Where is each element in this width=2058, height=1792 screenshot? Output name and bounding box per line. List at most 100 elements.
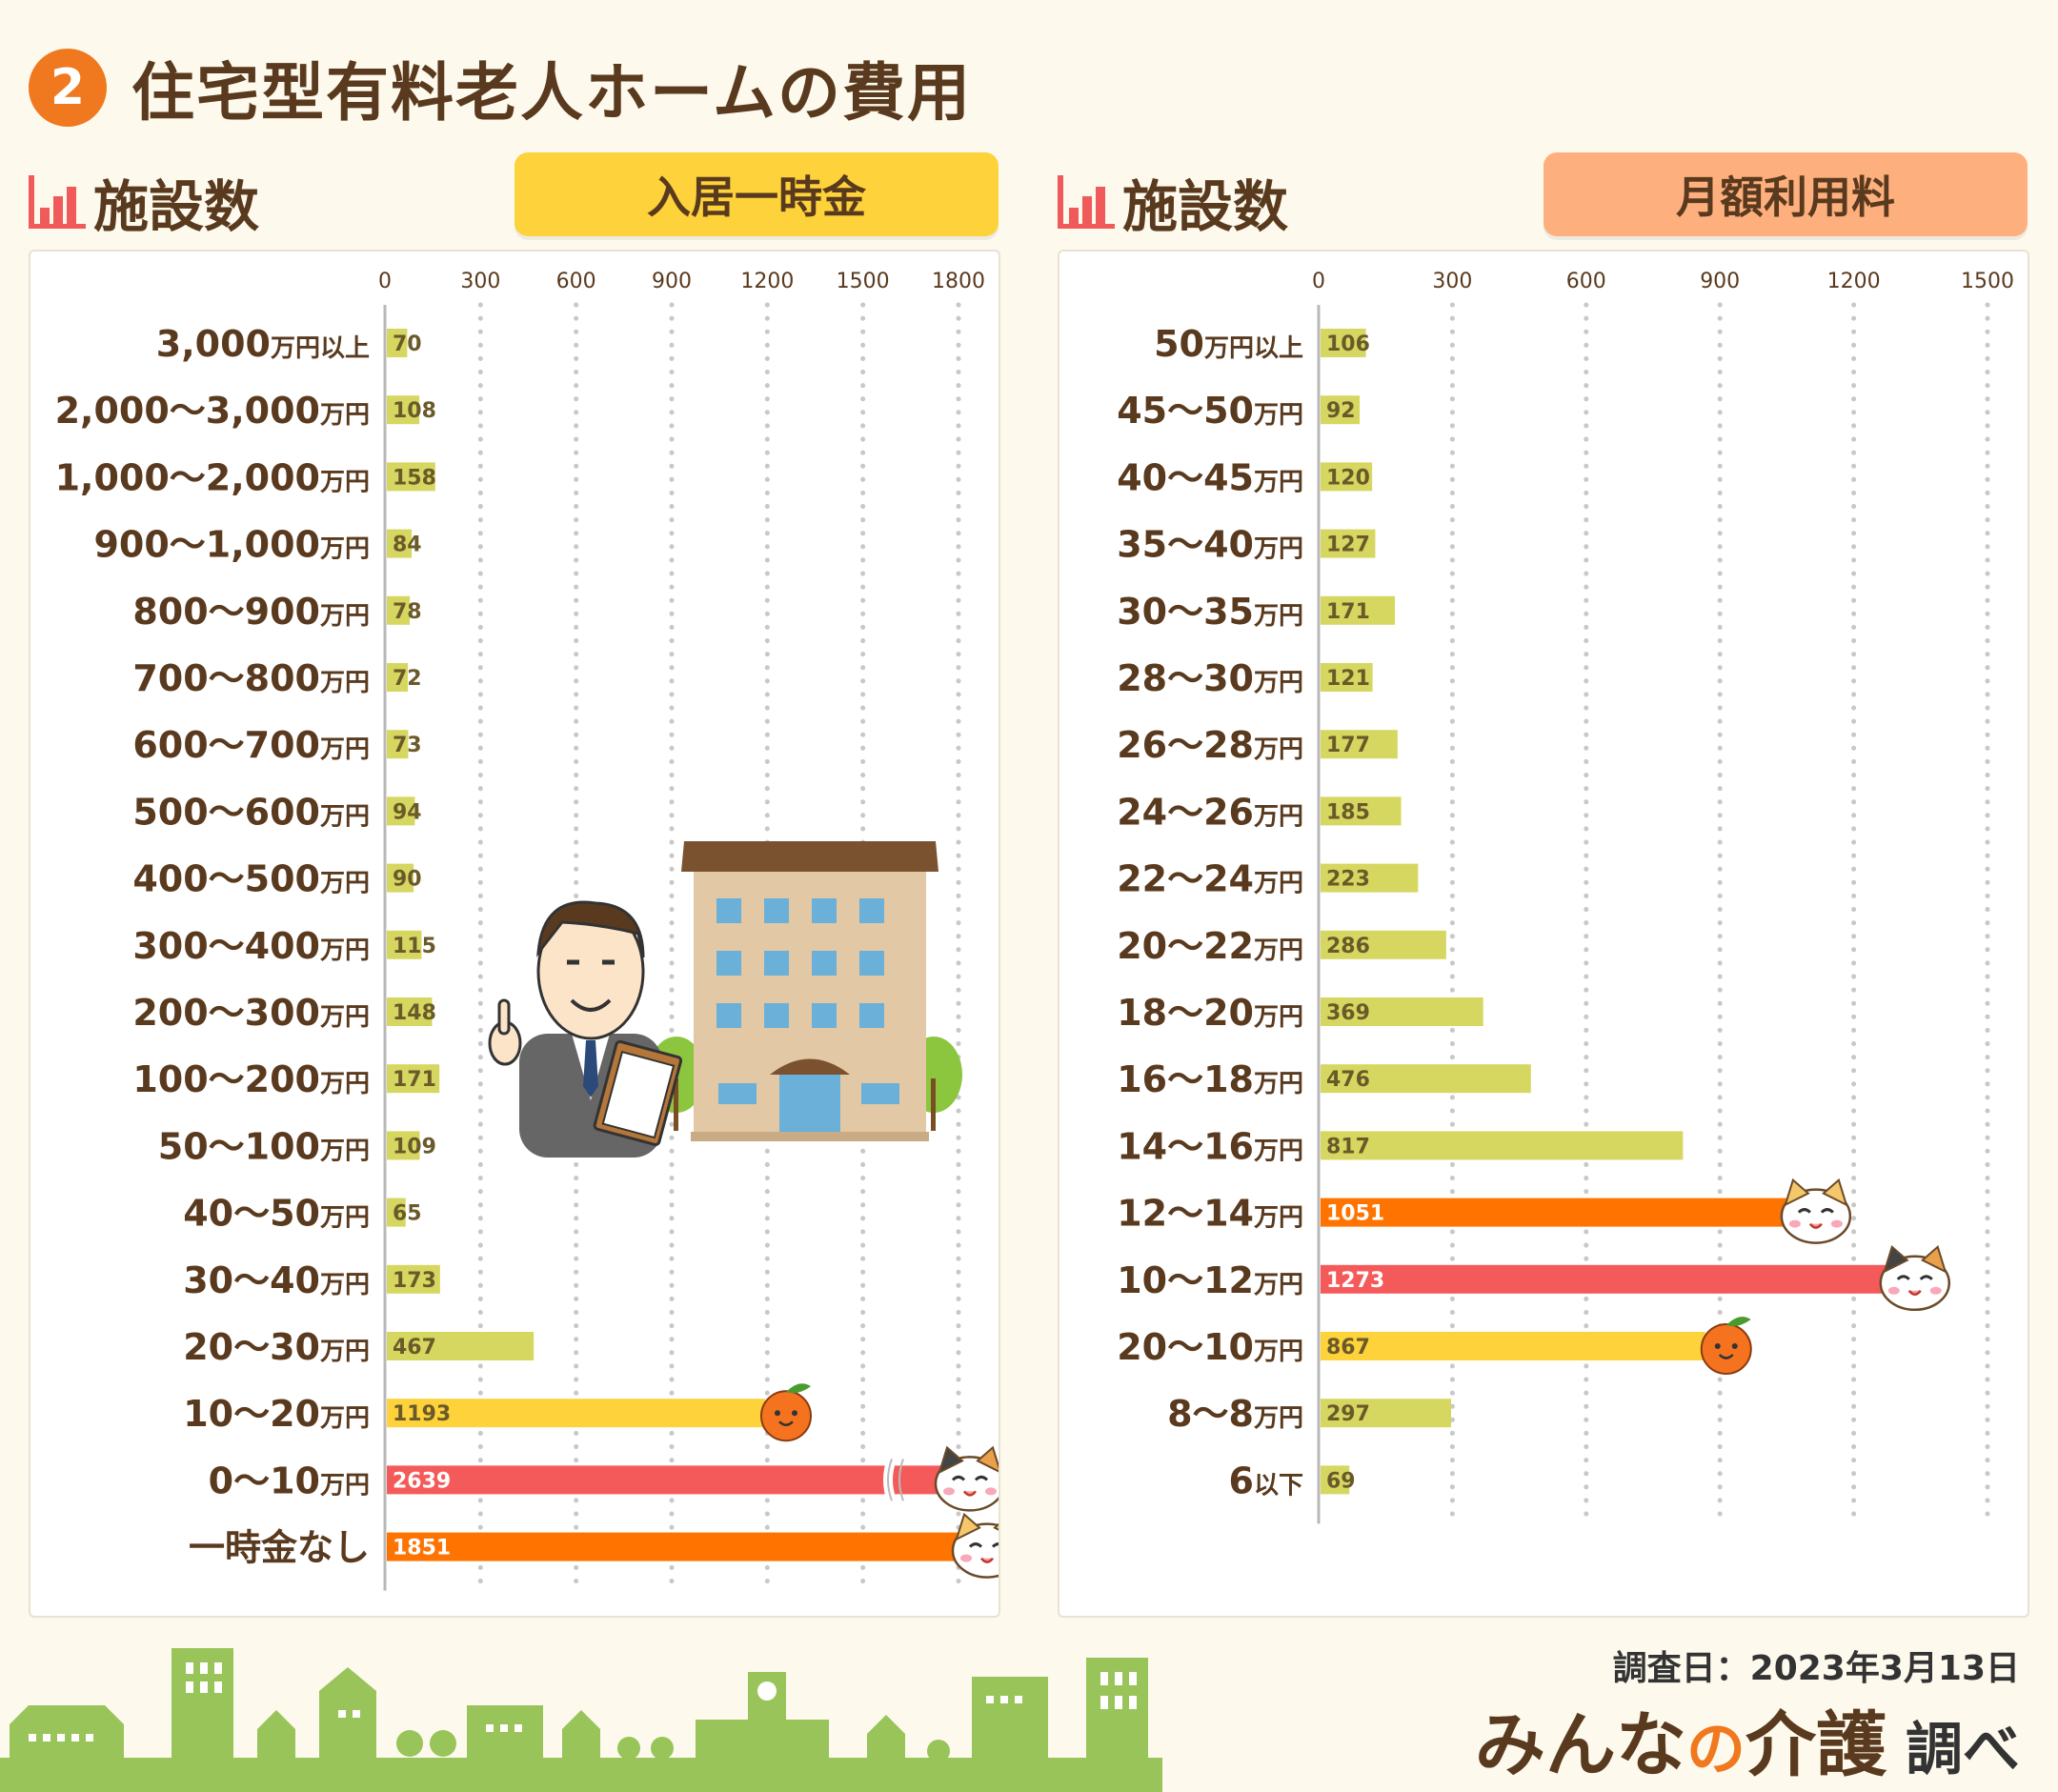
x-tick-label: 0: [1312, 270, 1325, 293]
category-label: 500～600万円: [132, 791, 370, 833]
data-label: 109: [393, 1135, 436, 1158]
data-label: 1193: [393, 1402, 451, 1426]
bar: [1321, 1264, 1886, 1294]
data-label: 185: [1326, 800, 1370, 824]
right-tab-label: 月額利用料: [1544, 152, 2028, 236]
left-tab-label: 入居一時金: [514, 152, 999, 236]
bar: [1321, 863, 1419, 893]
x-tick-label: 1500: [837, 270, 890, 293]
bar: [1321, 1064, 1531, 1094]
bar: [387, 1465, 941, 1495]
category-label: 45～50万円: [1117, 390, 1303, 432]
bar: [387, 595, 411, 625]
data-label: 90: [393, 868, 422, 892]
data-label: 2639: [393, 1469, 451, 1493]
data-label: 78: [393, 600, 422, 624]
category-label: 2,000～3,000万円: [55, 390, 370, 432]
bar: [1321, 796, 1402, 826]
bar: [387, 1399, 765, 1428]
category-label: 8～8万円: [1167, 1393, 1303, 1435]
bar: [387, 1131, 420, 1160]
bar: [387, 796, 415, 826]
data-label: 867: [1326, 1336, 1370, 1359]
category-label: 3,000万円以上: [156, 323, 370, 365]
data-label: 115: [393, 935, 436, 958]
category-label: 24～26万円: [1117, 791, 1303, 833]
category-label: 1,000～2,000万円: [55, 456, 370, 498]
category-label: 40～45万円: [1117, 456, 1303, 498]
bar: [1321, 1332, 1705, 1360]
x-tick-label: 900: [652, 270, 692, 293]
data-label: 158: [393, 466, 436, 490]
bar: [387, 930, 422, 959]
data-label: 148: [393, 1001, 436, 1025]
category-label: 14～16万円: [1117, 1125, 1303, 1167]
data-label: 69: [1326, 1469, 1356, 1493]
category-label: 600～700万円: [132, 724, 370, 766]
data-label: 70: [393, 332, 422, 356]
category-label: 20～10万円: [1117, 1326, 1303, 1368]
data-label: 817: [1326, 1135, 1370, 1158]
category-label: 12～14万円: [1117, 1193, 1303, 1235]
data-label: 106: [1326, 332, 1370, 356]
bar: [1321, 930, 1446, 959]
bar: [1321, 730, 1398, 759]
right-chart-panel: 0 300 600 900 1200 1500 50万円以上 106 45～50万円 92 40～4…: [1058, 250, 2029, 1618]
category-label: 50万円以上: [1154, 323, 1303, 365]
data-label: 73: [393, 734, 422, 757]
x-tick-label: 1500: [1961, 270, 2014, 293]
data-label: 297: [1326, 1402, 1370, 1426]
x-tick-label: 300: [1432, 270, 1472, 293]
category-label: 28～30万円: [1117, 657, 1303, 699]
x-tick-label: 600: [556, 270, 596, 293]
bar: [387, 863, 414, 893]
bar: [387, 730, 409, 759]
data-label: 467: [393, 1336, 436, 1359]
x-tick-label: 1200: [740, 270, 794, 293]
category-label: 400～500万円: [132, 858, 370, 900]
mandarin-mascot-icon: [759, 1383, 812, 1442]
category-label: 16～18万円: [1117, 1058, 1303, 1100]
category-label: 300～400万円: [132, 925, 370, 967]
cat-mascot-icon: [934, 1445, 1006, 1512]
businessman-icon: [488, 900, 683, 1158]
category-label: 6以下: [1229, 1460, 1303, 1501]
bar-chart-icon: [1058, 175, 1115, 229]
bar: [387, 1332, 535, 1360]
data-label: 173: [393, 1269, 436, 1293]
bar-chart-icon: [29, 175, 86, 229]
page-title: 住宅型有料老人ホームの費用: [131, 56, 973, 130]
skyline-decoration: [0, 1648, 1162, 1792]
survey-date: 調査日：2023年3月13日: [1612, 1649, 2020, 1688]
category-label: 10～12万円: [1117, 1259, 1303, 1301]
bar: [387, 663, 409, 692]
bar: [1321, 395, 1361, 425]
data-label: 476: [1326, 1068, 1370, 1092]
right-bar-chart: 0 300 600 900 1200 1500 50万円以上 106 45～50万円 92 40～4…: [1117, 270, 2014, 1526]
bar: [387, 1198, 406, 1227]
section-number-badge: 2: [29, 49, 107, 127]
category-label: 35～40万円: [1117, 524, 1303, 566]
mandarin-mascot-icon: [1700, 1317, 1752, 1375]
bar: [1321, 1131, 1684, 1160]
category-label: 800～900万円: [132, 591, 370, 633]
category-label: 30～40万円: [183, 1259, 370, 1301]
data-label: 223: [1326, 868, 1370, 892]
left-bar-chart: 0 300 600 900 1200 1500 1800 3,000万円以上 70 2,000～3…: [55, 270, 1023, 1594]
bar: [1321, 1399, 1451, 1428]
data-label: 171: [1326, 600, 1370, 624]
category-label: 100～200万円: [132, 1058, 370, 1100]
cat-mascot-icon: [1879, 1245, 1951, 1312]
bar: [1321, 1465, 1350, 1495]
x-tick-label: 600: [1566, 270, 1606, 293]
category-label: 10～20万円: [183, 1393, 370, 1435]
header: 2 住宅型有料老人ホームの費用: [29, 40, 972, 135]
data-label: 1051: [1326, 1202, 1384, 1226]
bar: [1321, 462, 1373, 492]
bar: [1321, 595, 1396, 625]
cat-mascot-icon: [951, 1512, 1023, 1579]
data-label: 127: [1326, 534, 1370, 557]
bar: [1321, 997, 1483, 1026]
data-label: 286: [1326, 935, 1370, 958]
right-section-label: 施設数: [1058, 164, 1288, 240]
